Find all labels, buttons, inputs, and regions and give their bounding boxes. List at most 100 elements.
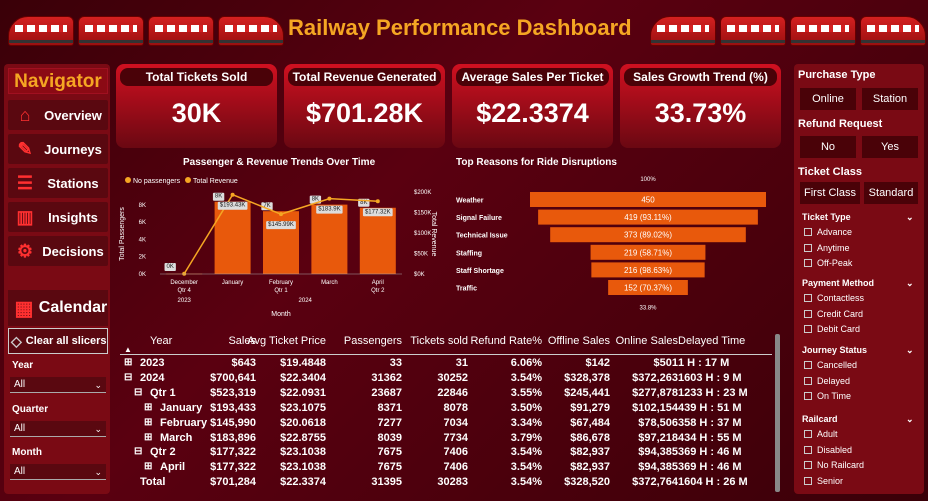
month-slicer-value: All (14, 466, 26, 477)
expand-icon[interactable]: ⊞ (144, 431, 153, 443)
nav-item-decisions[interactable]: ⚙ Decisions (8, 236, 108, 266)
x-axis-label: Month (271, 311, 291, 318)
ticket-type-header[interactable]: Ticket Type ⌄ (802, 212, 914, 222)
bar-data-label: 0K (167, 264, 174, 270)
table-cell: $23.1038 (280, 461, 326, 474)
table-cell: $91,279 (570, 401, 610, 414)
table-row: ⊞ February $145,990 $20.0618 7277 7034 3.34% $6… (116, 417, 776, 432)
column-header[interactable]: Online Sales (615, 335, 678, 347)
checkbox-label: Delayed (817, 375, 851, 386)
nav-item-stations[interactable]: ☰ Stations (8, 168, 108, 198)
funnel-bottom-label: 33.8% (639, 306, 657, 312)
collapse-icon[interactable]: ⊟ (124, 371, 133, 383)
trend-chart-title: Passenger & Revenue Trends Over Time (183, 157, 376, 168)
table-cell: 1604 H : 26 M (678, 476, 748, 489)
purchase-station-button[interactable]: Station (862, 88, 918, 110)
y-tick-label: 0K (139, 272, 146, 278)
year-slicer-dropdown[interactable]: All ⌄ (10, 377, 106, 393)
purchase-online-button[interactable]: Online (800, 88, 856, 110)
calendar-header: ▦ Calendar (8, 290, 108, 326)
funnel-bar (538, 209, 758, 225)
table-cell: 23687 (371, 386, 402, 399)
refund-no-button[interactable]: No (800, 136, 856, 158)
ticket-type-checkbox[interactable]: Anytime (804, 243, 850, 253)
column-header[interactable]: Sales (228, 335, 256, 347)
nav-item-overview[interactable]: ⌂ Overview (8, 100, 108, 130)
column-header[interactable]: Passengers (343, 335, 402, 347)
payment-method-checkbox[interactable]: Credit Card (804, 309, 863, 319)
quarter-tick-label: Qtr 4 (178, 288, 192, 294)
collapse-icon[interactable]: ⊟ (134, 386, 143, 398)
railcard-checkbox[interactable]: Senior (804, 476, 843, 486)
month-slicer-dropdown[interactable]: All ⌄ (10, 464, 106, 480)
refund-yes-button[interactable]: Yes (862, 136, 918, 158)
quarter-slicer-label: Quarter (12, 404, 49, 415)
sort-ascending-icon[interactable]: ▲ (124, 345, 132, 354)
y-tick-label: 8K (139, 203, 146, 209)
kpi-label: Sales Growth Trend (%) (624, 68, 777, 86)
collapse-icon[interactable]: ⊟ (134, 446, 143, 458)
table-cell: 30252 (437, 371, 468, 384)
clear-slicers-button[interactable]: ◇ Clear all slicers (8, 328, 108, 354)
column-header[interactable]: Year (150, 335, 173, 347)
kpi-value: 30K (171, 98, 222, 128)
purchase-type-label: Purchase Type (798, 69, 876, 81)
month-slicer-label: Month (12, 447, 42, 458)
table-cell: 3.50% (510, 401, 542, 414)
expand-icon[interactable]: ⊞ (144, 416, 153, 428)
x-tick-label: February (269, 280, 293, 286)
railcard-checkbox[interactable]: Adult (804, 429, 838, 439)
checkbox-icon (804, 309, 812, 318)
table-cell: 434 H : 55 M (678, 431, 742, 444)
table-cell: $701,284 (210, 476, 256, 489)
journey-status-checkbox[interactable]: Cancelled (804, 360, 857, 370)
column-header[interactable]: Delayed Time (678, 335, 746, 347)
chevron-down-icon: ⌄ (906, 345, 914, 355)
ticket-type-checkbox[interactable]: Off-Peak (804, 258, 852, 268)
railcard-checkbox[interactable]: No Railcard (804, 460, 864, 470)
checkbox-icon (804, 476, 812, 485)
first-class-button[interactable]: First Class (800, 182, 860, 204)
column-header[interactable]: Avg Ticket Price (247, 335, 326, 347)
expand-icon[interactable]: ⊞ (124, 357, 133, 368)
column-header[interactable]: Tickets sold (410, 335, 468, 347)
railcard-header[interactable]: Railcard ⌄ (802, 414, 914, 424)
x-tick-label: December (170, 280, 198, 286)
chevron-down-icon: ⌄ (906, 212, 914, 222)
quarter-slicer-dropdown[interactable]: All ⌄ (10, 421, 106, 437)
payment-method-header[interactable]: Payment Method ⌄ (802, 278, 914, 288)
legend-marker (125, 177, 131, 183)
standard-button[interactable]: Standard (864, 182, 918, 204)
table-scrollbar[interactable] (775, 334, 780, 492)
table-cell: $20.0618 (280, 416, 326, 429)
expand-icon[interactable]: ⊞ (144, 461, 153, 473)
journey-status-checkbox[interactable]: Delayed (804, 376, 850, 386)
journey-status-checkbox[interactable]: On Time (804, 391, 851, 401)
nav-item-insights[interactable]: ▥ Insights (8, 202, 108, 232)
checkbox-icon (804, 259, 812, 267)
ticket-type-checkbox[interactable]: Advance (804, 227, 852, 237)
table-row: ⊞ March $183,896 $22.8755 8039 7734 3.79% $86,6… (116, 432, 776, 447)
nav-item-journeys[interactable]: ✎ Journeys (8, 134, 108, 164)
table-cell: $142 (585, 357, 610, 369)
column-header[interactable]: Offline Sales (547, 335, 610, 347)
journey-status-header[interactable]: Journey Status ⌄ (802, 345, 914, 355)
table-cell: $23.1075 (280, 401, 326, 414)
railcard-checkbox[interactable]: Disabled (804, 445, 852, 455)
table-cell: $501 (653, 357, 678, 369)
nav-item-label: Insights (48, 209, 98, 225)
payment-method-checkbox[interactable]: Debit Card (804, 324, 860, 334)
table-cell: 7277 (377, 416, 402, 429)
table-cell: $245,441 (564, 386, 610, 399)
kpi-card-growth: Sales Growth Trend (%) 33.73% (620, 64, 781, 148)
payment-method-checkbox[interactable]: Contactless (804, 293, 864, 303)
data-label-bg (316, 205, 343, 214)
column-header[interactable]: Refund Rate% (470, 335, 542, 347)
checkbox-label: Advance (817, 227, 853, 237)
expand-icon[interactable]: ⊞ (144, 401, 153, 413)
legend-label: No passengers (133, 178, 181, 185)
table-cell: 2023 (140, 357, 165, 369)
table-cell: Qtr 1 (150, 386, 176, 399)
rail-icon: ☰ (16, 172, 34, 193)
table-cell: 369 H : 46 M (678, 446, 742, 459)
